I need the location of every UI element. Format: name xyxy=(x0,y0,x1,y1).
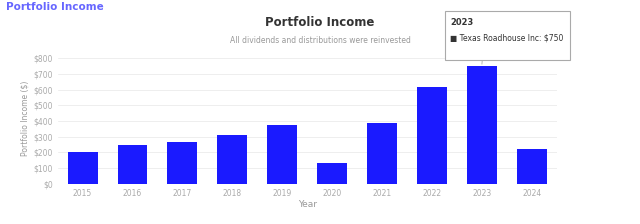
Bar xyxy=(68,152,97,184)
Text: 2023: 2023 xyxy=(450,18,473,27)
Text: Portfolio Income: Portfolio Income xyxy=(266,16,374,29)
Bar xyxy=(467,66,497,184)
Bar xyxy=(367,123,397,184)
X-axis label: Year: Year xyxy=(298,200,317,209)
Text: All dividends and distributions were reinvested: All dividends and distributions were rei… xyxy=(230,36,410,45)
Bar xyxy=(517,149,547,184)
Bar xyxy=(268,125,297,184)
Bar xyxy=(417,87,447,184)
Text: ■ Texas Roadhouse Inc: $750: ■ Texas Roadhouse Inc: $750 xyxy=(450,34,563,43)
Text: Portfolio Income: Portfolio Income xyxy=(6,2,104,12)
Bar xyxy=(118,145,147,184)
Bar xyxy=(317,163,347,184)
Y-axis label: Portfolio Income ($): Portfolio Income ($) xyxy=(20,81,29,156)
Bar xyxy=(168,142,197,184)
Bar xyxy=(218,135,247,184)
